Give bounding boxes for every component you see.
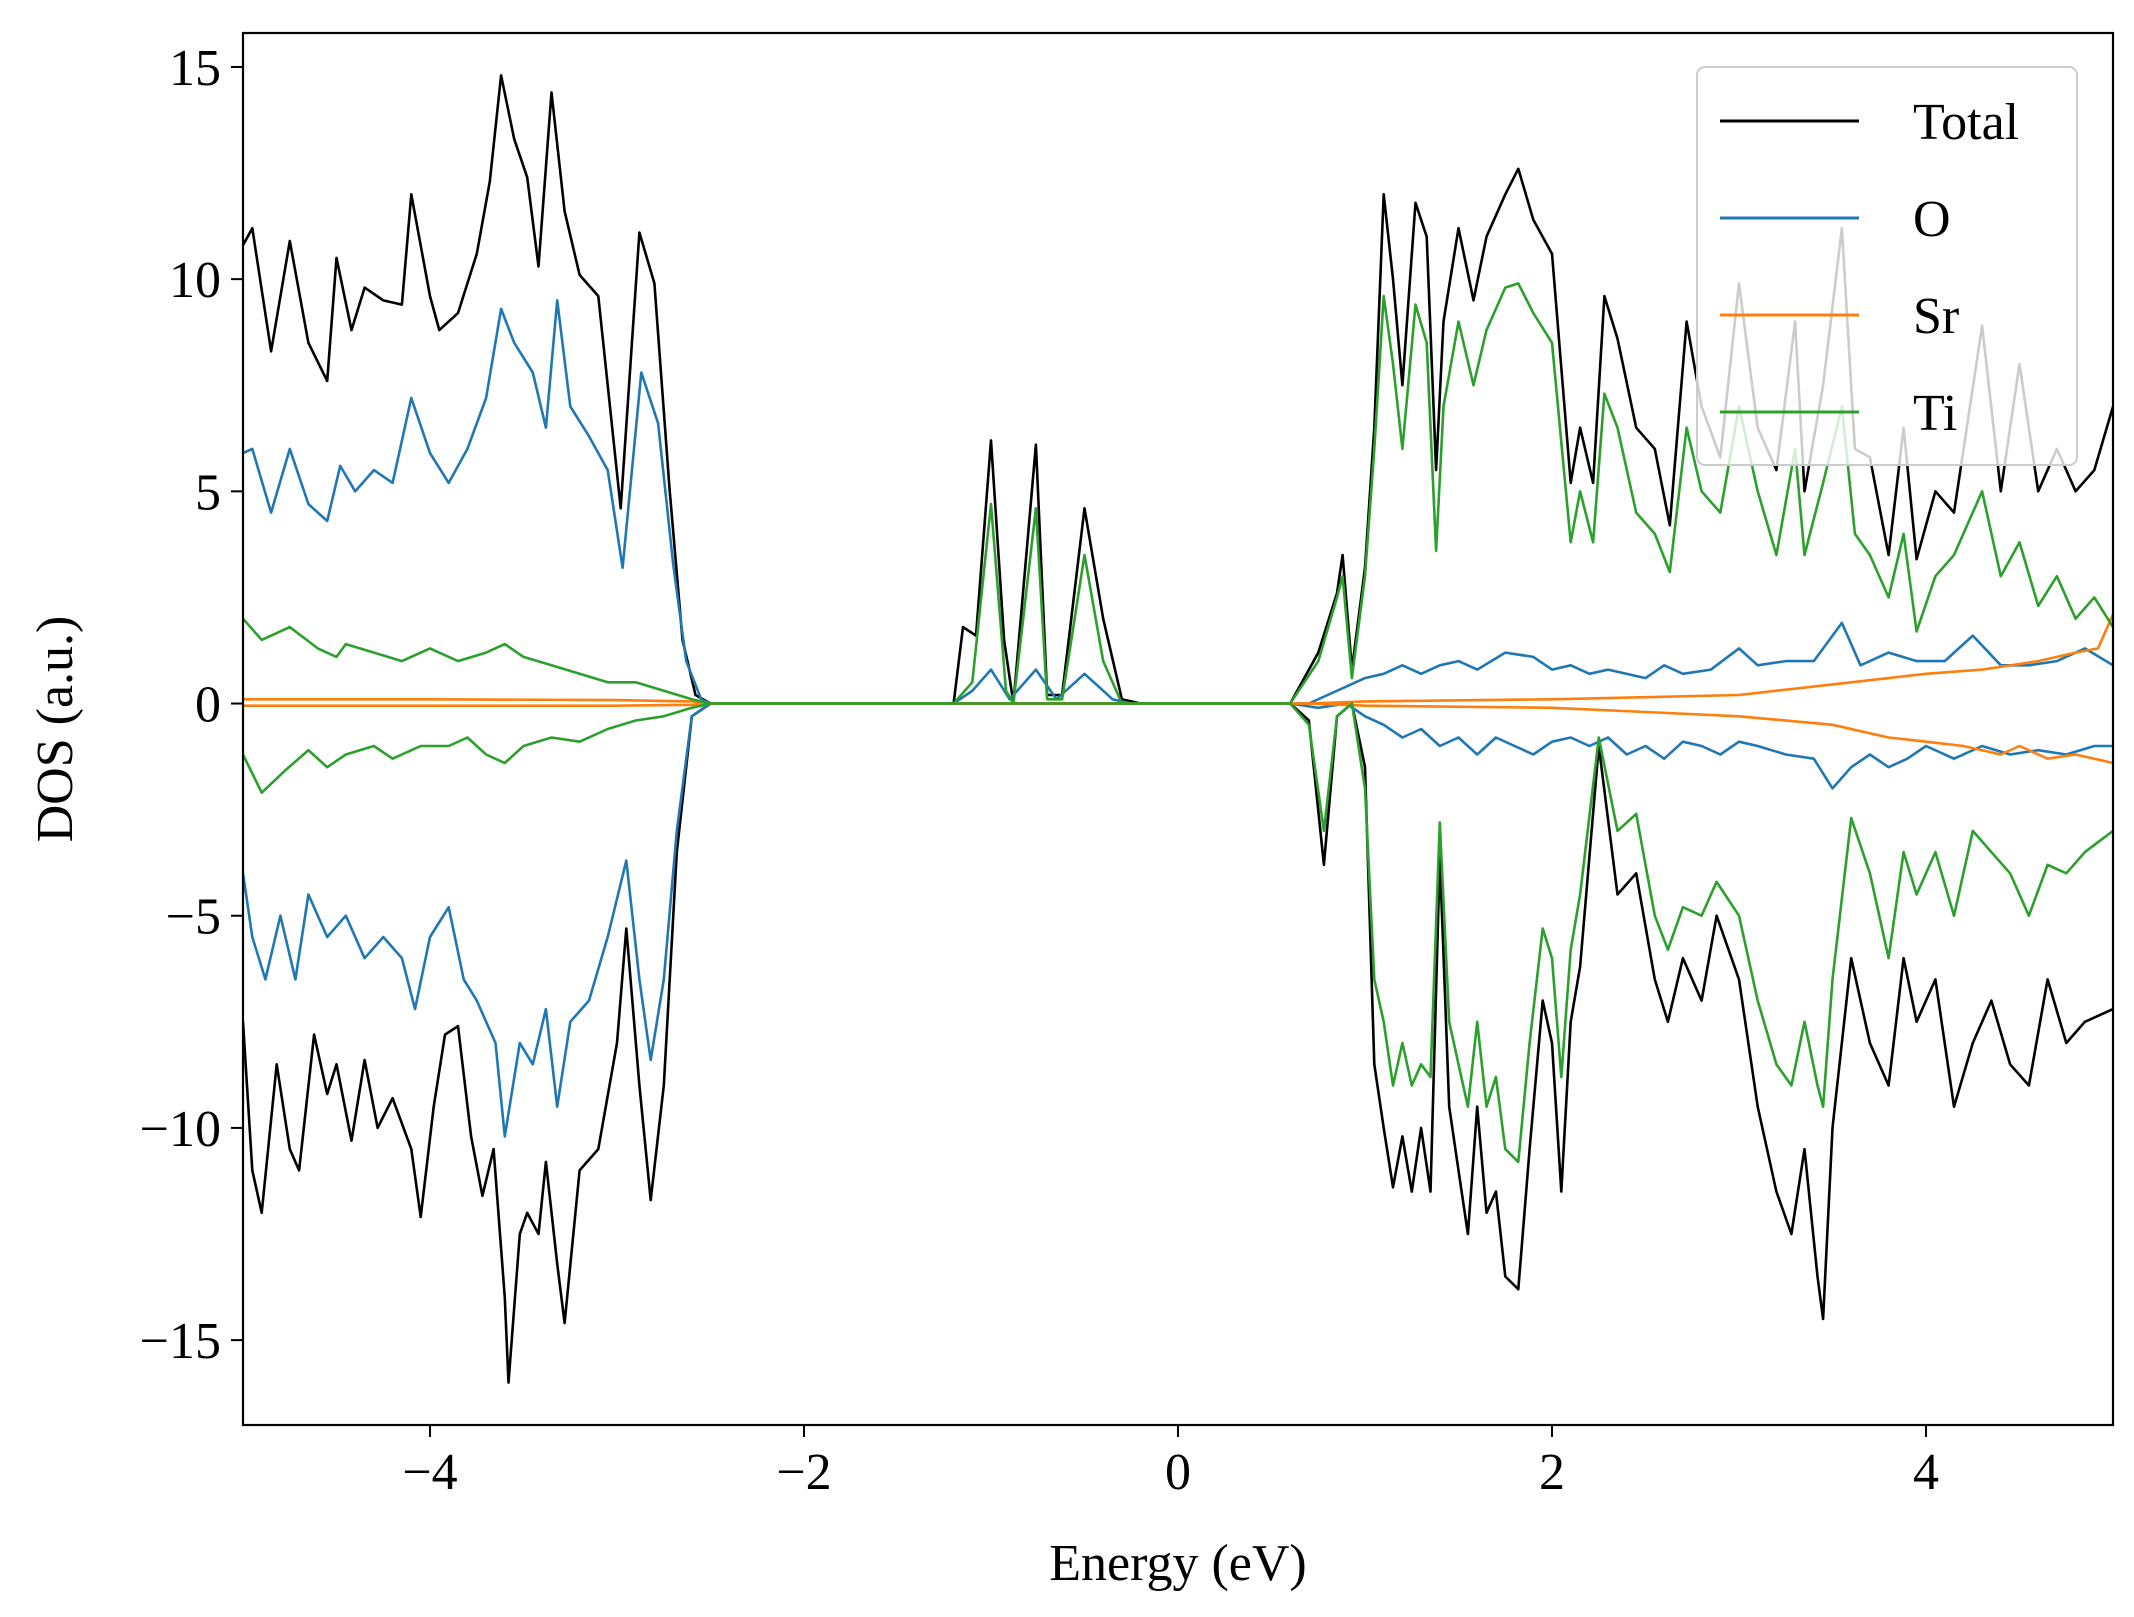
- x-tick-label: −2: [776, 1444, 831, 1501]
- x-tick-label: 4: [1913, 1444, 1939, 1501]
- series-total-down-line: [243, 702, 2113, 1384]
- x-tick-label: 2: [1539, 1444, 1565, 1501]
- legend-label-ti: Ti: [1913, 385, 1957, 442]
- x-axis: −4 −2 0 2 4: [402, 1425, 1939, 1501]
- series-sr-up-line: [243, 613, 2113, 705]
- legend-label-total: Total: [1913, 94, 2019, 151]
- series-sr-down-line: [243, 702, 2113, 765]
- y-tick-label: −5: [166, 889, 221, 946]
- legend-label-o: O: [1913, 191, 1951, 248]
- series-ti-up-line: [243, 282, 2113, 705]
- y-axis-label: DOS (a.u.): [27, 616, 84, 843]
- x-axis-label: Energy (eV): [1049, 1535, 1307, 1592]
- y-tick-label: 15: [169, 40, 221, 97]
- legend: Total O Sr Ti: [1696, 66, 2078, 466]
- legend-label-sr: Sr: [1913, 288, 1959, 345]
- y-tick-label: −10: [140, 1101, 221, 1158]
- x-tick-label: 0: [1165, 1444, 1191, 1501]
- series-ti-down-line: [243, 702, 2113, 1164]
- y-tick-label: 5: [195, 464, 221, 521]
- plot-lines: [243, 74, 2113, 1384]
- y-axis: −15 −10 −5 0 5 10 15: [140, 40, 243, 1370]
- series-o-up-line: [243, 299, 2113, 705]
- y-tick-label: 0: [195, 677, 221, 734]
- y-tick-label: −15: [140, 1313, 221, 1370]
- series-o-down-line: [243, 702, 2113, 1138]
- y-tick-label: 10: [169, 252, 221, 309]
- x-tick-label: −4: [402, 1444, 457, 1501]
- legend-box: [1696, 66, 2078, 466]
